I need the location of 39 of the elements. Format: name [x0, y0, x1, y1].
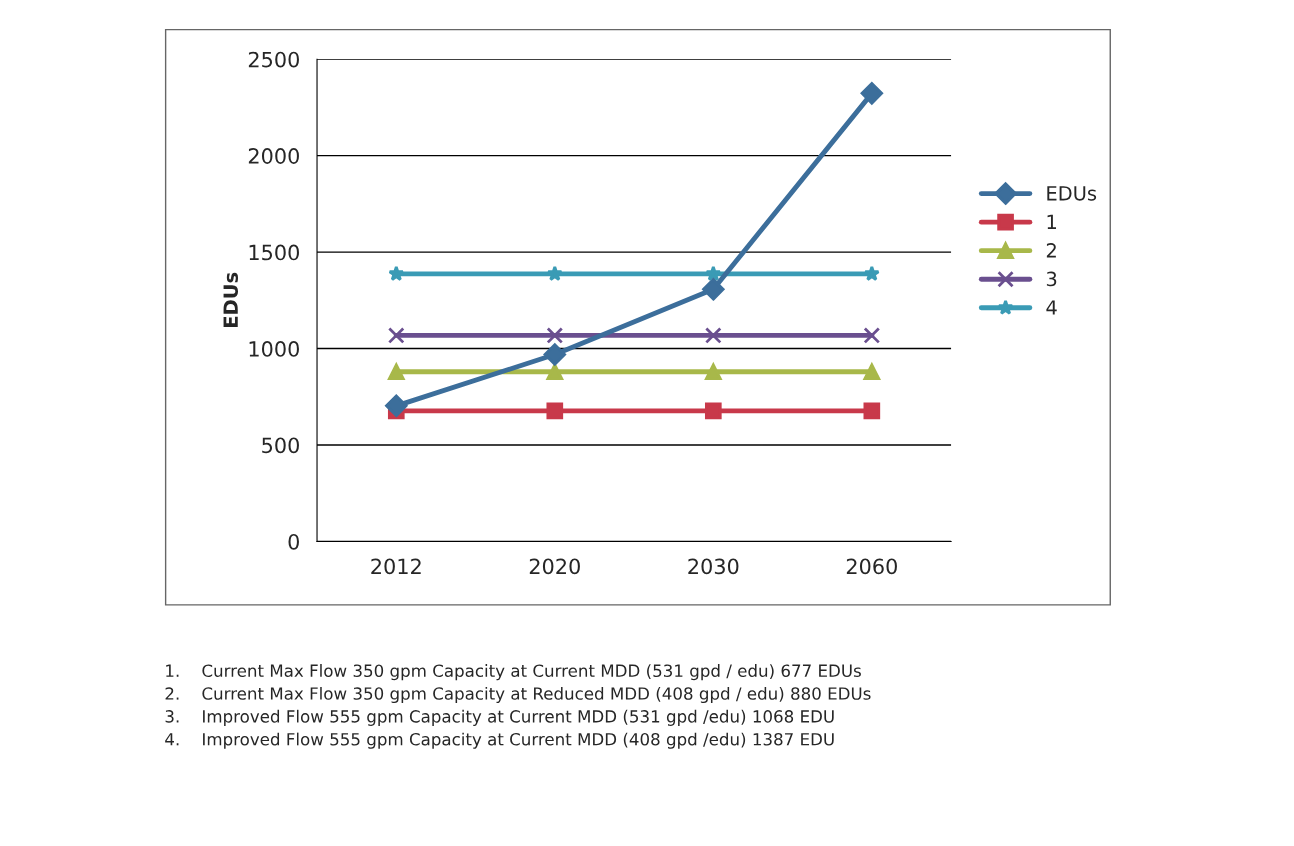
text: 3. Improved Flow 555 gpm Capacity at Current MDD (531 gpd /edu) 1068 EDU [165, 709, 834, 726]
x-tick-label: 2060 [846, 558, 897, 575]
text: 4. Improved Flow 555 gpm Capacity at Current MDD (408 gpd /edu) 1387 EDU [165, 732, 834, 749]
point [546, 327, 564, 344]
text: 1. Current Max Flow 350 gpm Capacity at Current MDD (531 gpd / edu) 677 EDUs [166, 664, 861, 681]
y-tick-label: 2000 [248, 148, 299, 164]
y-axis-title: EDUs [223, 272, 239, 327]
point [704, 327, 722, 344]
point [863, 363, 881, 381]
point [543, 343, 567, 366]
point [863, 327, 881, 344]
y-tick-label: 0 [288, 533, 299, 550]
point [387, 363, 405, 381]
point [705, 265, 722, 281]
point [385, 394, 408, 418]
point [387, 327, 405, 344]
legend-label: 4 [1046, 300, 1057, 315]
point [388, 265, 405, 281]
point [704, 402, 722, 420]
x-tick-label: 2020 [529, 558, 580, 575]
point [863, 402, 881, 420]
y-tick-label: 1000 [249, 341, 299, 357]
x-tick-label: 2030 [688, 558, 739, 575]
point [702, 278, 725, 301]
point [546, 363, 564, 381]
point [704, 363, 722, 381]
text: 2. Current Max Flow 350 gpm Capacity at Reduced MDD (408 gpd / edu) 880 EDUs [165, 686, 871, 704]
point [546, 402, 564, 420]
legend-label: EDUs [1047, 186, 1097, 201]
legend-label: 3 [1046, 271, 1057, 287]
legend-label: 2 [1046, 243, 1056, 258]
y-tick-label: 500 [262, 437, 299, 454]
x-tick-label: 2012 [371, 558, 421, 575]
point [546, 265, 563, 281]
point [863, 265, 880, 281]
point [860, 82, 884, 105]
y-tick-label: 1500 [249, 244, 299, 261]
legend-label: 1 [1047, 214, 1057, 229]
y-tick-label: 2500 [248, 51, 299, 68]
